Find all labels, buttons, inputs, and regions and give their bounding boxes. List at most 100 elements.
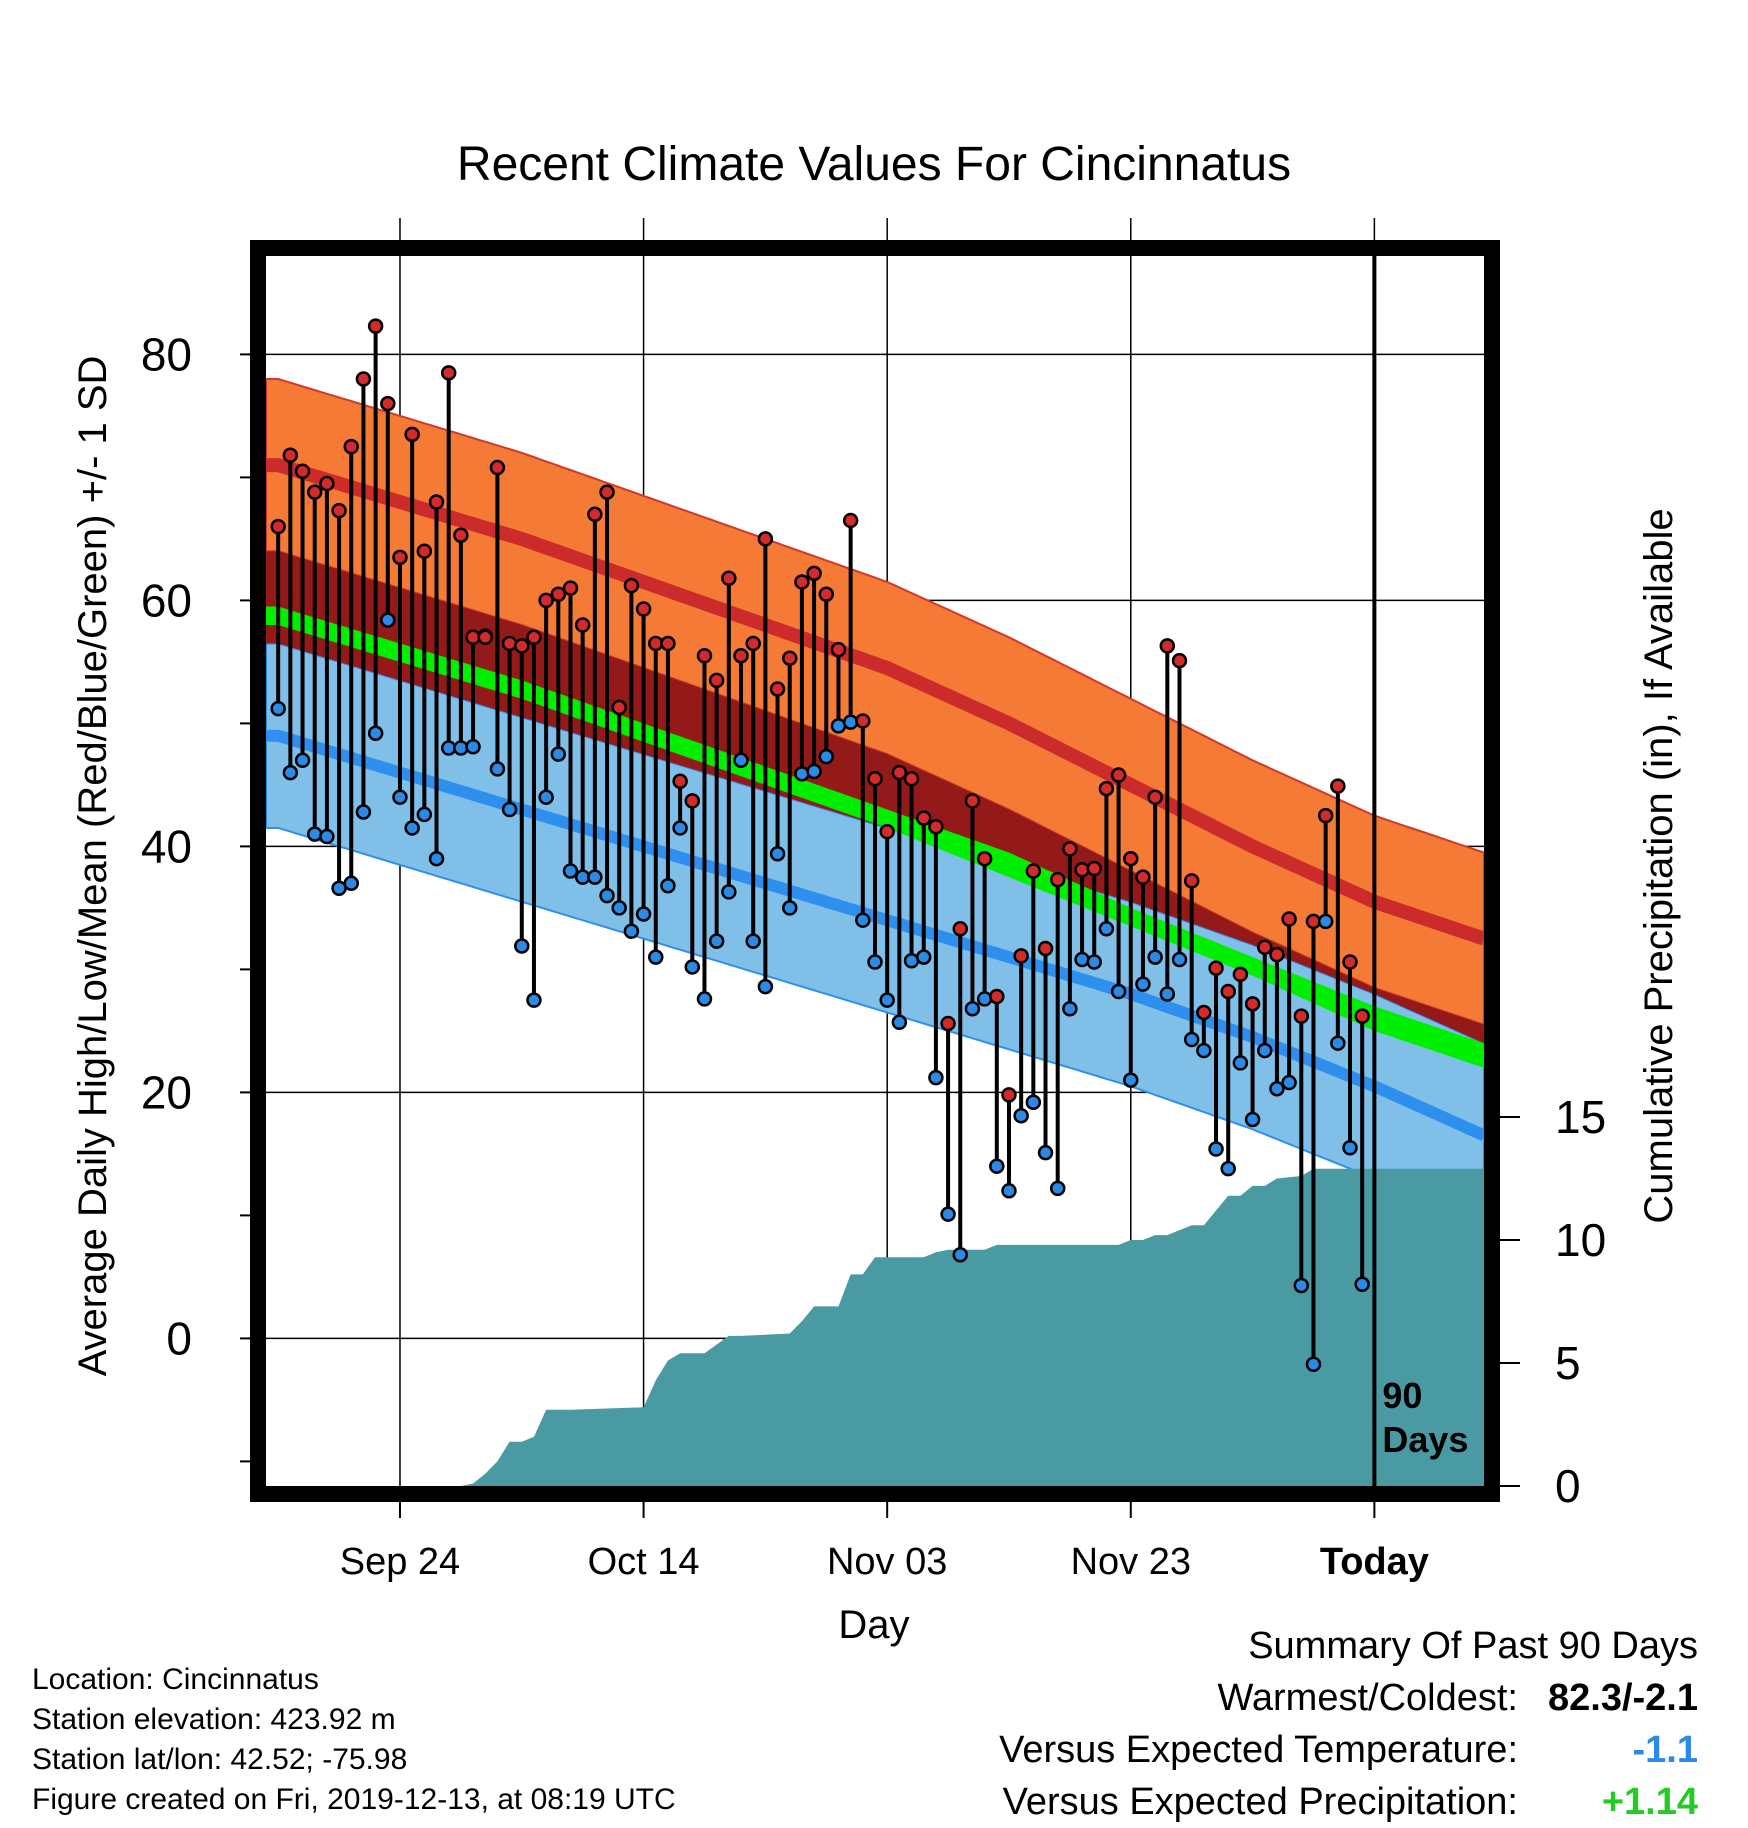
plot-frame [250, 240, 1500, 1502]
station-info: Location: Cincinnatus Station elevation:… [32, 1660, 676, 1820]
daily-low-point [1098, 921, 1115, 937]
daily-high-point [781, 650, 798, 666]
daily-low-point [672, 820, 688, 836]
daily-high-point [1257, 939, 1273, 956]
daily-high-point [855, 713, 871, 729]
daily-high-point [1293, 1008, 1310, 1024]
daily-high-point [623, 577, 640, 594]
daily-high-point [1001, 1087, 1017, 1103]
daily-high-point [733, 648, 749, 664]
daily-low-point [294, 752, 311, 769]
daily-high-point [660, 635, 676, 652]
daily-high-point [611, 699, 627, 716]
daily-high-point [1220, 983, 1236, 1000]
daily-low-point [745, 933, 761, 949]
daily-high-point [708, 672, 725, 689]
daily-high-point [526, 629, 542, 646]
summary-panel: Summary Of Past 90 Days Warmest/Coldest:… [999, 1620, 1698, 1828]
daily-high-point [270, 518, 286, 535]
daily-low-point [635, 906, 652, 922]
daily-high-point [1147, 789, 1163, 805]
daily-low-point [526, 992, 542, 1008]
daily-low-point [806, 763, 822, 780]
daily-low-point [891, 1014, 908, 1031]
daily-high-point [1330, 778, 1346, 794]
daily-high-point [903, 771, 920, 787]
daily-high-point [1025, 863, 1042, 879]
daily-low-point [915, 949, 932, 965]
daily-low-point [1208, 1141, 1224, 1157]
daily-high-point [550, 586, 567, 602]
daily-high-point [404, 426, 420, 443]
y2-axis-label: Cumulative Precipitation (in), If Availa… [1637, 508, 1681, 1223]
daily-high-point [1281, 911, 1297, 927]
daily-low-point [306, 826, 323, 842]
daily-low-point [1330, 1035, 1346, 1051]
daily-low-point [380, 612, 396, 628]
summary-warmest-row: Warmest/Coldest: 82.3/-2.1 [999, 1672, 1698, 1724]
daily-low-point [319, 828, 335, 845]
daily-high-point [696, 648, 713, 664]
daily-high-point [794, 574, 810, 590]
daily-low-point [721, 884, 737, 900]
daily-high-point [818, 586, 835, 602]
x-tick-label: Today [1320, 1541, 1429, 1583]
daily-low-point [1147, 949, 1163, 965]
daily-low-point [562, 863, 579, 879]
daily-low-point [1305, 1356, 1322, 1372]
daily-high-point [599, 484, 615, 500]
daily-high-point [891, 764, 908, 781]
daily-high-point [489, 459, 506, 476]
y2-tick-label: 5 [1555, 1337, 1581, 1389]
daily-low-point [952, 1247, 969, 1263]
summary-precip-value: +1.14 [1601, 1781, 1698, 1823]
daily-high-point [745, 635, 761, 652]
daily-high-point [392, 549, 408, 566]
daily-low-point [1135, 976, 1151, 992]
daily-high-point [428, 494, 445, 510]
daily-high-point [1013, 948, 1029, 964]
daily-low-point [1257, 1042, 1273, 1059]
daily-low-point [696, 991, 713, 1007]
daily-high-point [879, 823, 895, 840]
daily-low-point [781, 900, 798, 916]
daily-high-point [355, 371, 372, 387]
daily-low-point [428, 850, 445, 867]
daily-high-point [562, 580, 579, 596]
y2-tick-label: 10 [1555, 1214, 1606, 1266]
daily-low-point [514, 938, 530, 954]
x-axis-label: Day [838, 1603, 909, 1647]
daily-high-point [842, 512, 859, 529]
daily-high-point [343, 438, 360, 455]
daily-low-point [660, 878, 676, 894]
daily-high-point [574, 617, 591, 633]
daily-high-point [514, 638, 530, 654]
summary-heading: Summary Of Past 90 Days [1248, 1625, 1698, 1667]
daily-low-point [282, 764, 299, 781]
daily-high-point [964, 793, 981, 809]
y-tick-label: 0 [166, 1312, 192, 1364]
y-tick-label: 40 [141, 820, 192, 872]
y2-tick-label: 15 [1555, 1091, 1606, 1143]
daily-high-point [1110, 767, 1127, 783]
summary-temp-row: Versus Expected Temperature: -1.1 [999, 1724, 1698, 1776]
daily-low-point [1110, 983, 1127, 1000]
daily-low-point [1244, 1111, 1261, 1128]
daily-high-point [757, 531, 774, 547]
daily-low-point [733, 752, 749, 769]
daily-high-point [915, 810, 932, 826]
daily-low-point [343, 875, 360, 892]
daily-low-point [794, 766, 810, 782]
daily-high-point [1098, 780, 1115, 797]
daily-low-point [1025, 1094, 1042, 1110]
y2-tick-label: 0 [1555, 1460, 1581, 1512]
daily-high-point [1244, 996, 1261, 1012]
y-tick-label: 60 [141, 574, 192, 626]
daily-low-point [465, 739, 481, 755]
daily-low-point [1220, 1160, 1236, 1177]
daily-high-point [635, 601, 652, 617]
chart-title: Recent Climate Values For Cincinnatus [457, 138, 1291, 191]
daily-low-point [599, 887, 615, 904]
daily-low-point [1074, 951, 1090, 968]
